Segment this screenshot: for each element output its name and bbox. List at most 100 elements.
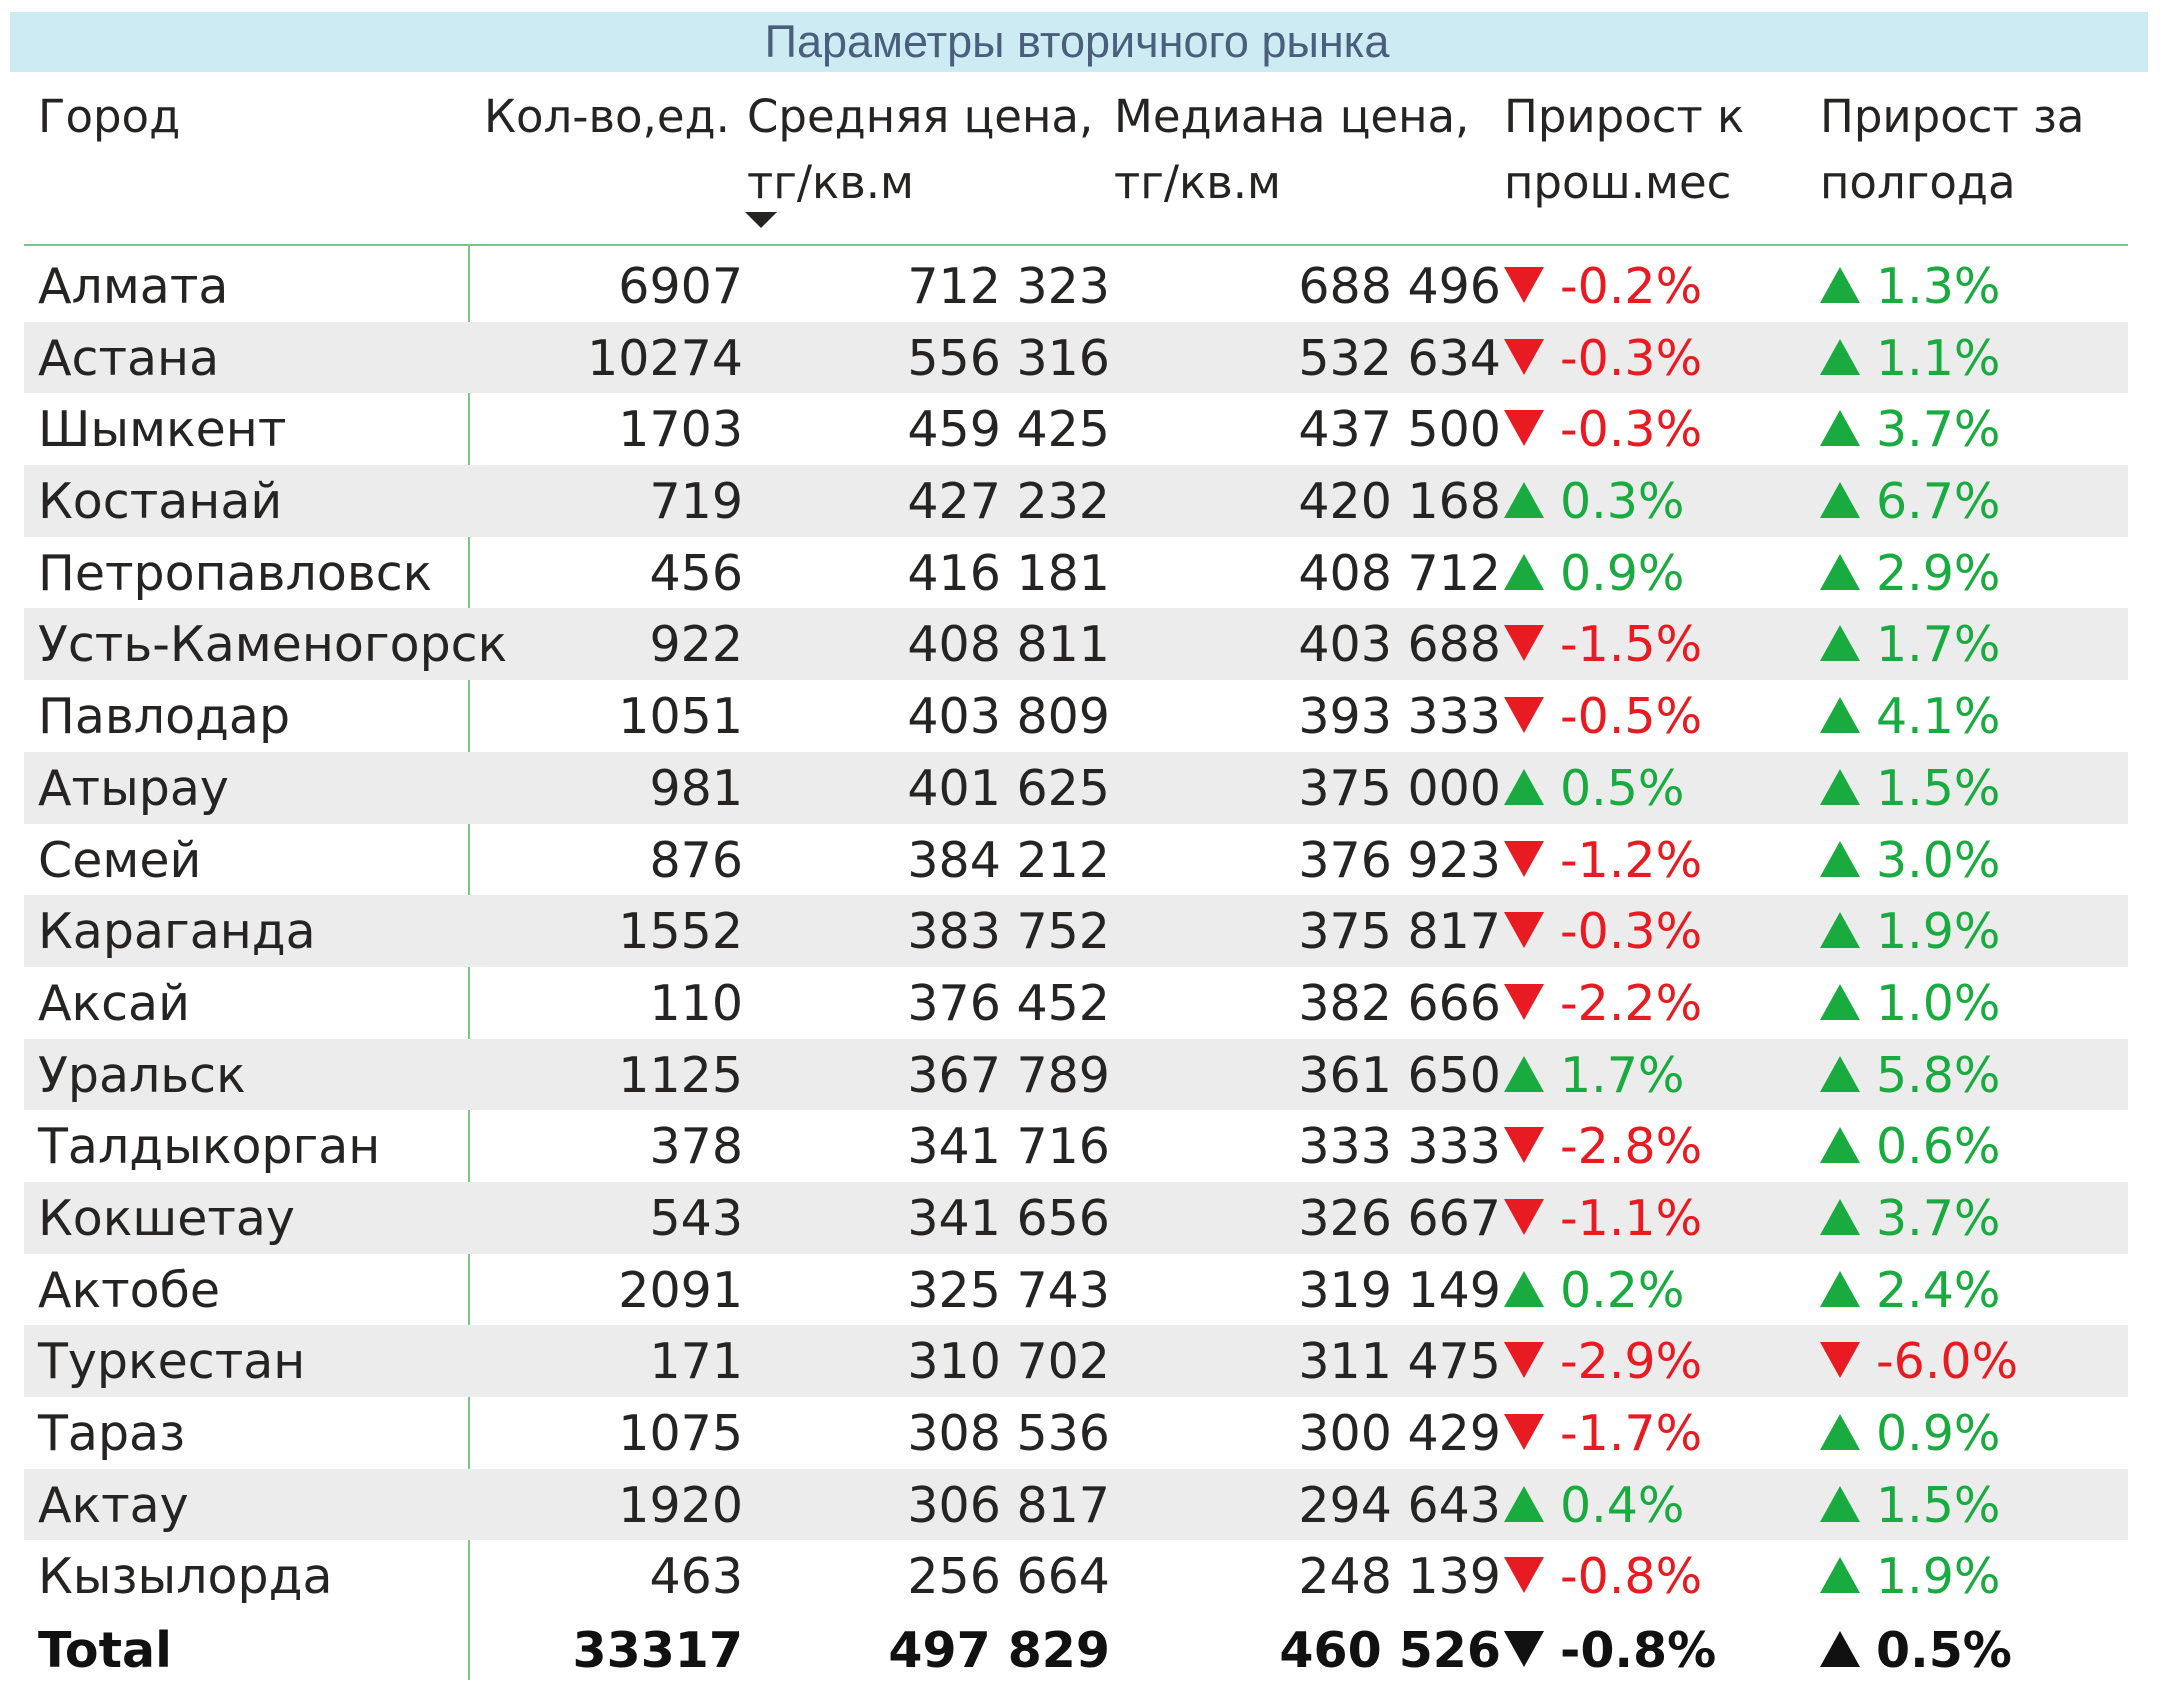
column-header-median-price[interactable]: Медиана цена, тг/кв.м: [1114, 84, 1469, 216]
city-cell: Актобе: [38, 1261, 221, 1319]
city-cell: Тараз: [38, 1405, 186, 1462]
qty-cell: 171: [649, 1333, 743, 1391]
trend-down-icon: [1504, 338, 1544, 375]
mom-growth-cell: 0.5%: [1504, 752, 1685, 824]
median-price-cell: 294 643: [1298, 1476, 1501, 1534]
table-row[interactable]: Астана 10274 556 316 532 634 -0.3% 1.1%: [24, 321, 2128, 394]
avg-price-cell: 367 789: [907, 1046, 1110, 1104]
median-price-cell: 688 496: [1298, 258, 1501, 315]
table-row[interactable]: Шымкент 1703 459 425 437 500 -0.3% 3.7%: [24, 393, 2128, 465]
table-row[interactable]: Семей 876 384 212 376 923 -1.2% 3.0%: [24, 824, 2128, 896]
mom-growth-value: -1.5%: [1560, 616, 1703, 674]
column-header-city[interactable]: Город: [38, 84, 180, 150]
median-price-cell: 420 168: [1298, 473, 1501, 531]
mom-growth-cell: -2.9%: [1504, 1325, 1702, 1397]
table-row[interactable]: Костанай 719 427 232 420 168 0.3% 6.7%: [24, 465, 2128, 537]
half-year-growth-value: -6.0%: [1876, 1333, 2019, 1391]
sort-desc-icon[interactable]: [745, 212, 777, 228]
median-price-cell: 361 650: [1298, 1046, 1501, 1104]
column-header-avg-price[interactable]: Средняя цена, тг/кв.м: [747, 84, 1093, 216]
half-year-growth-value: 1.1%: [1876, 329, 2001, 387]
mom-growth-value: -1.1%: [1560, 1189, 1703, 1247]
table-row[interactable]: Караганда 1552 383 752 375 817 -0.3% 1.9%: [24, 895, 2128, 967]
mom-growth-value: -2.8%: [1560, 1118, 1703, 1176]
table-row[interactable]: Тараз 1075 308 536 300 429 -1.7% 0.9%: [24, 1397, 2128, 1469]
median-price-cell: 532 634: [1298, 329, 1501, 387]
mom-growth-cell: 0.3%: [1504, 465, 1685, 537]
qty-cell: 463: [649, 1548, 743, 1606]
table-row[interactable]: Павлодар 1051 403 809 393 333 -0.5% 4.1%: [24, 680, 2128, 752]
city-cell: Уральск: [38, 1046, 246, 1104]
half-year-growth-value: 1.5%: [1876, 759, 2001, 817]
trend-up-icon: [1820, 1198, 1860, 1235]
table-row[interactable]: Петропавловск 456 416 181 408 712 0.9% 2.9%: [24, 537, 2128, 609]
median-price-cell: 376 923: [1298, 831, 1501, 889]
mom-growth-value: -1.2%: [1560, 831, 1703, 889]
table-row[interactable]: Туркестан 171 310 702 311 475 -2.9% -6.0%: [24, 1325, 2128, 1397]
mom-growth-value: -1.7%: [1560, 1405, 1703, 1462]
half-year-growth-cell: 1.5%: [1820, 752, 2001, 824]
trend-up-icon: [1820, 410, 1860, 447]
city-cell: Усть-Каменогорск: [38, 616, 508, 674]
table-row[interactable]: Актобе 2091 325 743 319 149 0.2% 2.4%: [24, 1254, 2128, 1326]
avg-price-cell: 384 212: [907, 831, 1110, 889]
table-row[interactable]: Уральск 1125 367 789 361 650 1.7% 5.8%: [24, 1038, 2128, 1111]
half-year-growth-cell: 3.7%: [1820, 1182, 2001, 1254]
qty-cell: 543: [649, 1189, 743, 1247]
table-row[interactable]: Кызылорда 463 256 664 248 139 -0.8% 1.9%: [24, 1540, 2128, 1612]
table-row[interactable]: Атырау 981 401 625 375 000 0.5% 1.5%: [24, 751, 2128, 824]
median-price-cell: 248 139: [1298, 1548, 1501, 1606]
half-year-growth-cell: 4.1%: [1820, 680, 2001, 752]
table-row[interactable]: Аксай 110 376 452 382 666 -2.2% 1.0%: [24, 967, 2128, 1039]
trend-up-icon: [1820, 1631, 1860, 1667]
qty-cell: 1051: [618, 688, 743, 746]
table-body: Алмата 6907 712 323 688 496 -0.2% 1.3% Астана 1…: [24, 250, 2128, 1612]
table-row[interactable]: Алмата 6907 712 323 688 496 -0.2% 1.3%: [24, 250, 2128, 322]
trend-up-icon: [1504, 1270, 1544, 1307]
total-row: Total 33317 497 829 460 526 -0.8% 0.5%: [24, 1614, 2128, 1686]
qty-cell: 876: [649, 831, 743, 889]
trend-up-icon: [1820, 1270, 1860, 1307]
table-row[interactable]: Кокшетау 543 341 656 326 667 -1.1% 3.7%: [24, 1181, 2128, 1254]
column-header-half-year-growth-label-line2: полгода: [1820, 156, 2016, 209]
mom-growth-value: -2.9%: [1560, 1333, 1703, 1391]
half-year-growth-cell: 5.8%: [1820, 1039, 2001, 1111]
total-label: Total: [38, 1622, 172, 1679]
mom-growth-cell: -0.2%: [1504, 250, 1702, 322]
qty-cell: 1920: [618, 1476, 743, 1534]
column-header-mom-growth[interactable]: Прирост к прош.мес: [1504, 84, 1744, 216]
trend-up-icon: [1820, 1485, 1860, 1522]
qty-cell: 1703: [618, 401, 743, 459]
table-row[interactable]: Усть-Каменогорск 922 408 811 403 688 -1.5% 1.…: [24, 608, 2128, 681]
avg-price-cell: 341 656: [907, 1189, 1110, 1247]
column-header-half-year-growth[interactable]: Прирост за полгода: [1820, 84, 2085, 216]
mom-growth-value: -0.3%: [1560, 903, 1703, 961]
visual-title-bar: Параметры вторичного рынка: [10, 12, 2148, 72]
trend-up-icon: [1820, 1055, 1860, 1092]
total-avg-price: 497 829: [888, 1622, 1110, 1679]
qty-cell: 981: [649, 759, 743, 817]
column-header-median-price-label-line1: Медиана цена,: [1114, 90, 1470, 143]
trend-up-icon: [1820, 697, 1860, 734]
half-year-growth-value: 1.5%: [1876, 1476, 2001, 1534]
mom-growth-cell: -0.3%: [1504, 895, 1702, 967]
avg-price-cell: 308 536: [907, 1405, 1110, 1462]
visual-title: Параметры вторичного рынка: [764, 16, 1390, 67]
city-cell: Кызылорда: [38, 1548, 333, 1606]
trend-up-icon: [1820, 482, 1860, 519]
mom-growth-cell: -1.7%: [1504, 1397, 1702, 1469]
trend-up-icon: [1504, 482, 1544, 519]
trend-up-icon: [1820, 338, 1860, 375]
mom-growth-cell: -1.5%: [1504, 608, 1702, 680]
column-header-qty[interactable]: Кол-во,ед.: [484, 84, 730, 150]
table-row[interactable]: Талдыкорган 378 341 716 333 333 -2.8% 0.6%: [24, 1110, 2128, 1182]
city-cell: Алмата: [38, 258, 229, 315]
trend-up-icon: [1504, 553, 1544, 590]
column-header-avg-price-label-line2: тг/кв.м: [747, 156, 914, 209]
median-price-cell: 326 667: [1298, 1189, 1501, 1247]
table-row[interactable]: Актау 1920 306 817 294 643 0.4% 1.5%: [24, 1468, 2128, 1541]
trend-up-icon: [1820, 912, 1860, 949]
total-qty: 33317: [572, 1622, 743, 1679]
median-price-cell: 408 712: [1298, 544, 1501, 602]
